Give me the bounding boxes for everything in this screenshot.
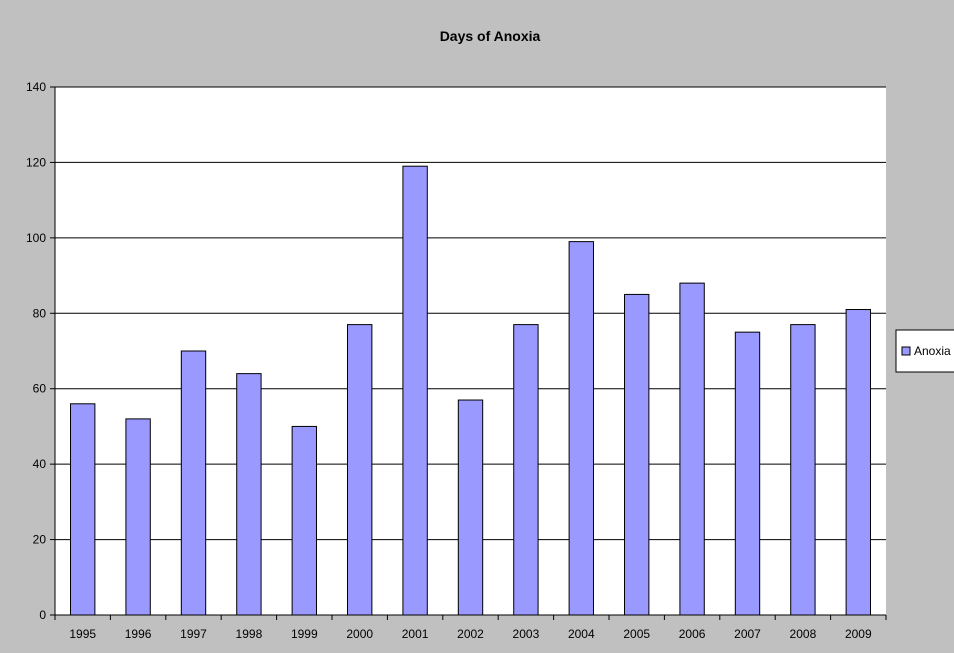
x-tick-label: 2006: [679, 627, 706, 641]
bar-2000: [347, 324, 373, 616]
bar-1999: [291, 425, 317, 616]
y-tick-label: 120: [26, 155, 46, 169]
y-tick-label: 100: [26, 231, 46, 245]
x-tick-label: 2002: [457, 627, 484, 641]
chart-title: Days of Anoxia: [440, 28, 541, 44]
y-tick-label: 140: [26, 80, 46, 94]
axes: 0 20 40 60 80 100 120 140 1995 1996 1997 1998 1999 20…: [26, 80, 887, 641]
bar-2009: [845, 309, 871, 616]
x-tick-label: 2004: [568, 627, 595, 641]
bar-1995: [70, 403, 96, 616]
bar-1997: [180, 350, 207, 616]
x-tick-label: 2005: [623, 627, 650, 641]
x-tick-label: 2009: [845, 627, 872, 641]
y-tick-label: 20: [33, 533, 47, 547]
bar-2002: [457, 399, 484, 616]
bar-1996: [125, 418, 151, 616]
x-tick-label: 1996: [125, 627, 152, 641]
bar-2006: [679, 282, 705, 616]
y-tick-label: 60: [33, 382, 47, 396]
x-tick-label: 2001: [402, 627, 429, 641]
legend-label: Anoxia: [914, 344, 951, 358]
bar-2005: [624, 293, 650, 616]
x-tick-label: 2008: [790, 627, 817, 641]
legend-swatch: [901, 346, 911, 356]
bar-2004: [568, 241, 594, 616]
x-tick-label: 1997: [180, 627, 207, 641]
bar-2003: [513, 324, 539, 616]
y-tick-label: 40: [33, 457, 47, 471]
x-tick-label: 1999: [291, 627, 318, 641]
x-tick-label: 2000: [346, 627, 373, 641]
x-tick-label: 1995: [69, 627, 96, 641]
y-tick-label: 0: [39, 608, 46, 622]
bar-2007: [734, 331, 761, 616]
legend: Anoxia: [895, 329, 954, 373]
x-tick-label: 1998: [236, 627, 263, 641]
bar-2001: [402, 165, 428, 616]
x-tick-label: 2003: [513, 627, 540, 641]
bar-1998: [236, 373, 262, 616]
bar-2008: [790, 324, 816, 616]
x-tick-label: 2007: [734, 627, 761, 641]
y-tick-label: 80: [33, 306, 47, 320]
